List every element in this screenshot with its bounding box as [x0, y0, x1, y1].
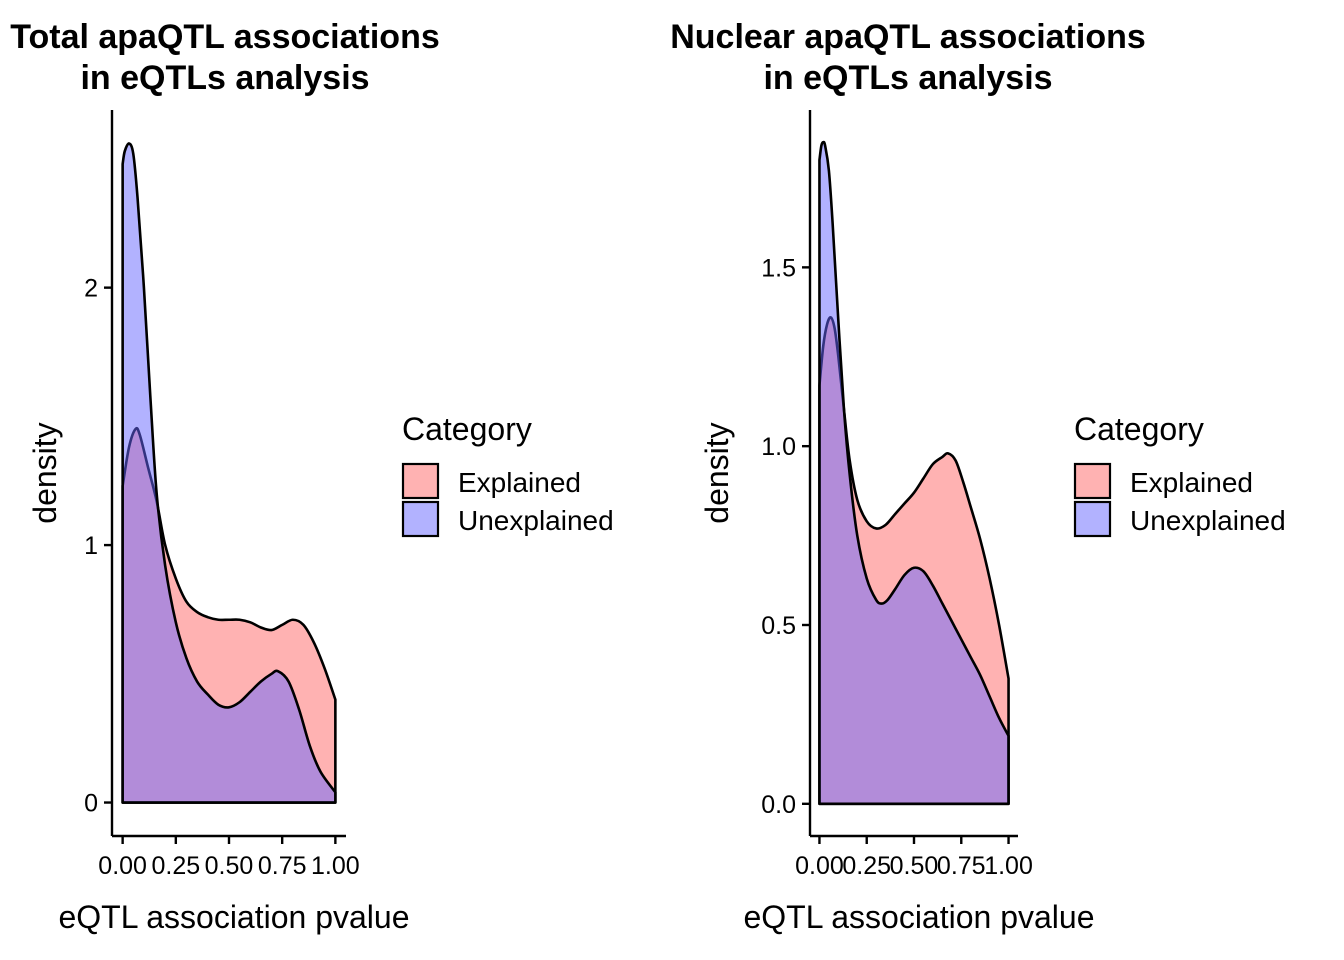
legend-key-unexplained: [1073, 500, 1112, 538]
x-axis-label: eQTL association pvalue: [743, 899, 1094, 935]
x-tick-label: 0.25: [151, 852, 200, 880]
y-tick-label: 0.0: [761, 791, 796, 819]
panel-nuclear: Nuclear apaQTL associations in eQTLs anal…: [670, 18, 1285, 935]
y-tick-label: 2: [84, 275, 98, 303]
panel-total: Total apaQTL associations in eQTLs analys…: [10, 18, 613, 935]
legend-key-unexplained: [401, 500, 440, 538]
y-axis-label: density: [699, 422, 735, 523]
y-tick-label: 1.5: [761, 254, 796, 282]
legend-label-unexplained: Unexplained: [458, 505, 614, 536]
x-tick-label: 0.50: [205, 852, 254, 880]
legend: Category Explained Unexplained: [401, 411, 614, 538]
legend-key-explained: [1073, 462, 1112, 500]
y-tick-label: 0: [84, 790, 98, 818]
x-tick-label: 0.50: [890, 852, 939, 880]
chart-title: Total apaQTL associations in eQTLs analys…: [10, 18, 440, 97]
chart-title-line: Nuclear apaQTL associations: [670, 18, 1146, 56]
y-tick-label: 0.5: [761, 612, 796, 640]
legend-key-explained: [401, 462, 440, 500]
chart-title-line: in eQTLs analysis: [763, 59, 1052, 97]
y-tick-label: 1.0: [761, 433, 796, 461]
legend-label-unexplained: Unexplained: [1130, 505, 1286, 536]
y-axis-label: density: [27, 422, 63, 523]
legend-title: Category: [402, 411, 532, 447]
x-tick-label: 0.75: [937, 852, 986, 880]
y-tick-label: 1: [84, 532, 98, 560]
x-axis-label: eQTL association pvalue: [58, 899, 409, 935]
density-area-unexplained: [818, 140, 1010, 806]
x-tick-label: 0.00: [795, 852, 844, 880]
chart-title-line: Total apaQTL associations: [10, 18, 440, 56]
legend: Category Explained Unexplained: [1073, 411, 1286, 538]
legend-title: Category: [1074, 411, 1204, 447]
chart-title-line: in eQTLs analysis: [80, 59, 369, 97]
legend-label-explained: Explained: [458, 467, 581, 498]
density-area-unexplained: [121, 142, 337, 804]
x-tick-label: 1.00: [311, 852, 360, 880]
x-tick-label: 0.75: [258, 852, 307, 880]
legend-label-explained: Explained: [1130, 467, 1253, 498]
x-tick-label: 0.00: [98, 852, 147, 880]
chart-title: Nuclear apaQTL associations in eQTLs anal…: [670, 18, 1146, 97]
x-tick-label: 0.25: [842, 852, 891, 880]
x-tick-label: 1.00: [984, 852, 1033, 880]
